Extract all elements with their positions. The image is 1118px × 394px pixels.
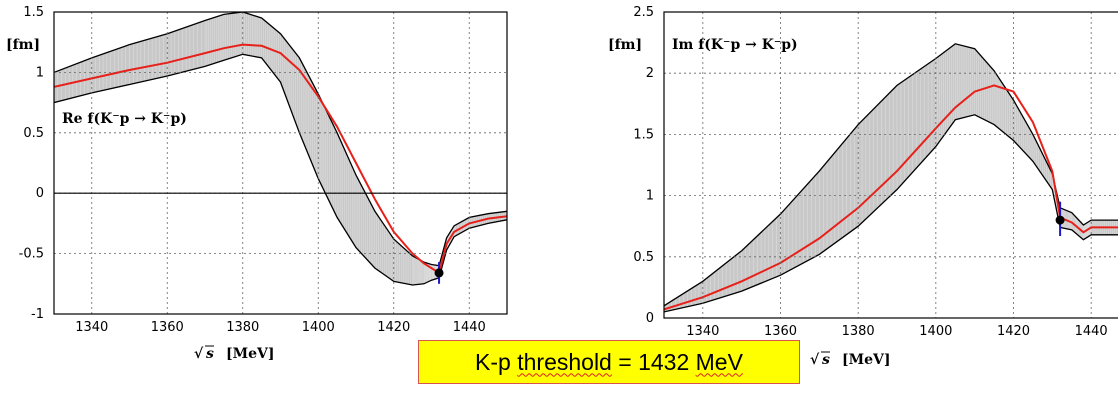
y-tick-label: 1.5	[633, 127, 654, 142]
x-tick-label: 1400	[302, 320, 335, 335]
y-tick-label: 0.5	[633, 250, 654, 265]
chart-panel-1: 1340 1360 1380 1400 1420 1440 -1 -0.5 0 0.5 1 1.5 [f…	[6, 5, 508, 362]
band-lower-edge	[54, 53, 507, 286]
x-tick-label: 1340	[686, 324, 719, 339]
y-tick-label: 0.5	[23, 126, 44, 141]
x-axis-unit: [MeV]	[842, 352, 891, 368]
x-tick-label: 1340	[75, 320, 108, 335]
y-tick-label: 1	[646, 189, 654, 204]
y-tick-label: 1	[36, 65, 44, 80]
plot-frame	[663, 11, 1118, 319]
sqrt-sign: √	[810, 352, 820, 368]
y-tick-label: -1	[31, 307, 44, 322]
x-tick-label: 1420	[377, 320, 410, 335]
central-curve	[664, 84, 1118, 311]
y-tick-label: 0	[646, 311, 654, 326]
chart-panel-2: 1340 1360 1380 1400 1420 1440 0 0.5 1 1.5 2 2.5 [fm]…	[608, 5, 1118, 368]
threshold-data-point	[1055, 215, 1065, 225]
x-tick-label: 1440	[453, 320, 486, 335]
x-axis-unit: [MeV]	[226, 346, 275, 362]
y-axis-label: [fm]	[608, 37, 642, 53]
y-tick-label: -0.5	[19, 247, 44, 262]
y-axis-label: [fm]	[6, 37, 40, 53]
threshold-note: K-p threshold = 1432 MeV	[418, 340, 800, 384]
band-lower-edge	[664, 114, 1118, 313]
band-upper-edge	[54, 12, 507, 267]
x-tick-label: 1400	[919, 324, 952, 339]
sqrt-sign: √	[194, 346, 204, 362]
x-axis-variable: s	[822, 352, 830, 368]
panel-label: Re f(K⁻p → K⁻p)	[62, 111, 187, 127]
plot-body	[54, 12, 507, 286]
x-tick-label: 1380	[842, 324, 875, 339]
y-tick-label: 2.5	[633, 5, 654, 20]
central-curve	[54, 43, 507, 275]
y-tick-label: 0	[36, 186, 44, 201]
x-tick-label: 1360	[151, 320, 184, 335]
note-prefix: K-p	[475, 348, 518, 375]
y-tick-label: 2	[646, 66, 654, 81]
x-tick-label: 1420	[997, 324, 1030, 339]
note-unit: MeV	[695, 348, 743, 375]
note-equals: = 1432	[611, 348, 696, 375]
band-upper-edge	[664, 43, 1118, 307]
panel-label: Im f(K⁻p → K⁻p)	[672, 37, 798, 53]
y-tick-label: 1.5	[23, 5, 44, 20]
x-tick-label: 1360	[764, 324, 797, 339]
plot-frame	[53, 11, 508, 315]
plot-body	[664, 43, 1118, 313]
threshold-data-point	[434, 268, 444, 278]
x-tick-label: 1380	[226, 320, 259, 335]
x-tick-label: 1440	[1075, 324, 1108, 339]
note-threshold-word: threshold	[517, 348, 612, 375]
x-axis-variable: s	[206, 346, 214, 362]
